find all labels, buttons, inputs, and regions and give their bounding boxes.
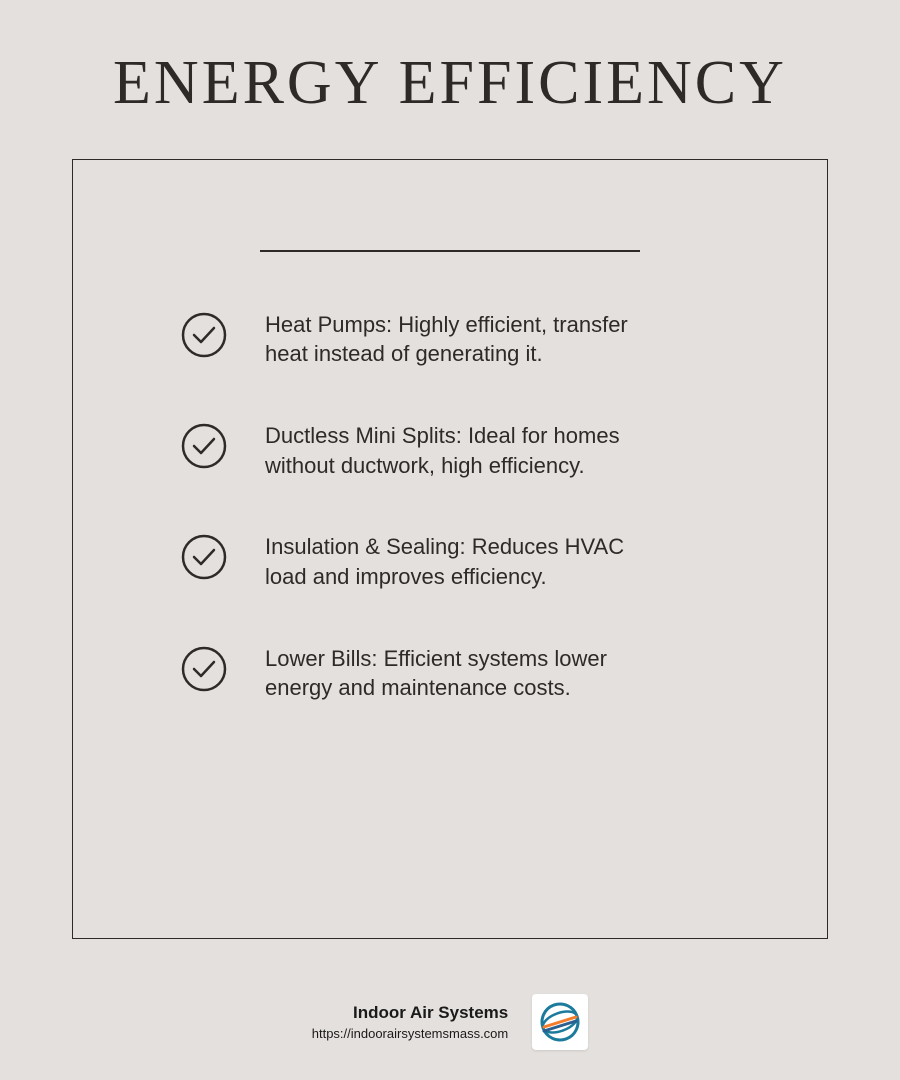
check-icon	[181, 423, 227, 474]
footer: Indoor Air Systems https://indoorairsyst…	[0, 994, 900, 1050]
list-item: Heat Pumps: Highly efficient, transfer h…	[181, 310, 767, 369]
brand-url: https://indoorairsystemsmass.com	[312, 1026, 509, 1041]
item-text: Lower Bills: Efficient systems lower ene…	[265, 644, 665, 703]
item-text: Ductless Mini Splits: Ideal for homes wi…	[265, 421, 665, 480]
content-box: Heat Pumps: Highly efficient, transfer h…	[72, 159, 828, 939]
item-list: Heat Pumps: Highly efficient, transfer h…	[133, 310, 767, 704]
check-icon	[181, 646, 227, 697]
page-title: ENERGY EFFICIENCY	[0, 0, 900, 119]
check-icon	[181, 312, 227, 363]
item-text: Heat Pumps: Highly efficient, transfer h…	[265, 310, 665, 369]
footer-text: Indoor Air Systems https://indoorairsyst…	[312, 1003, 509, 1041]
brand-name: Indoor Air Systems	[312, 1003, 509, 1023]
list-item: Lower Bills: Efficient systems lower ene…	[181, 644, 767, 703]
list-item: Insulation & Sealing: Reduces HVAC load …	[181, 532, 767, 591]
divider-line	[260, 250, 640, 252]
list-item: Ductless Mini Splits: Ideal for homes wi…	[181, 421, 767, 480]
item-text: Insulation & Sealing: Reduces HVAC load …	[265, 532, 665, 591]
brand-logo	[532, 994, 588, 1050]
check-icon	[181, 534, 227, 585]
